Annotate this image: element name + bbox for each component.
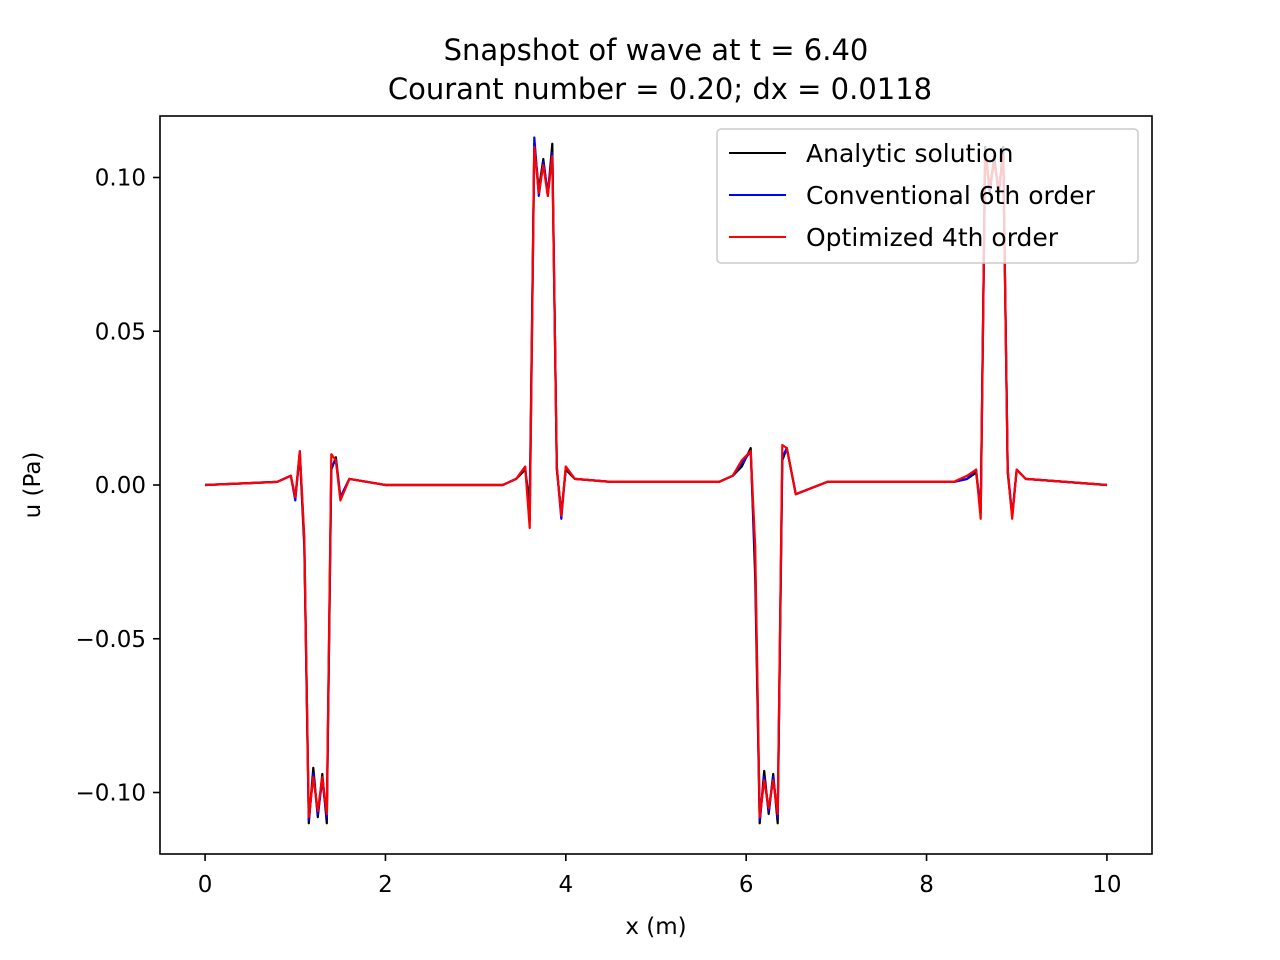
x-tick-label: 10 xyxy=(1092,872,1121,898)
x-tick-label: 4 xyxy=(558,872,573,898)
chart-subtitle: Courant number = 0.20; dx = 0.0118 xyxy=(388,72,932,106)
x-axis: 0 2 4 6 8 10 xyxy=(198,854,1122,898)
series-line-3 xyxy=(205,145,1107,819)
y-axis-label: u (Pa) xyxy=(20,452,46,519)
y-tick-label: −0.10 xyxy=(76,781,146,807)
x-tick-label: 8 xyxy=(919,872,934,898)
legend: Analytic solution Conventional 6th order O… xyxy=(716,128,1139,264)
chart-title: Snapshot of wave at t = 6.40 xyxy=(444,33,869,67)
y-axis: −0.10 −0.05 0.00 0.05 0.10 xyxy=(76,166,160,807)
x-tick-label: 0 xyxy=(198,872,213,898)
legend-label-2: Conventional 6th order xyxy=(806,181,1096,210)
y-tick-label: 0.05 xyxy=(95,319,146,345)
legend-label-1: Analytic solution xyxy=(806,139,1013,168)
legend-label-3: Optimized 4th order xyxy=(806,223,1059,252)
x-tick-label: 2 xyxy=(378,872,393,898)
y-tick-label: 0.00 xyxy=(95,473,146,499)
legend-box xyxy=(716,128,1139,264)
y-tick-label: −0.05 xyxy=(76,627,146,653)
x-axis-label: x (m) xyxy=(625,914,686,940)
series-layer xyxy=(205,136,1107,825)
y-tick-label: 0.10 xyxy=(95,166,146,192)
x-tick-label: 6 xyxy=(739,872,754,898)
